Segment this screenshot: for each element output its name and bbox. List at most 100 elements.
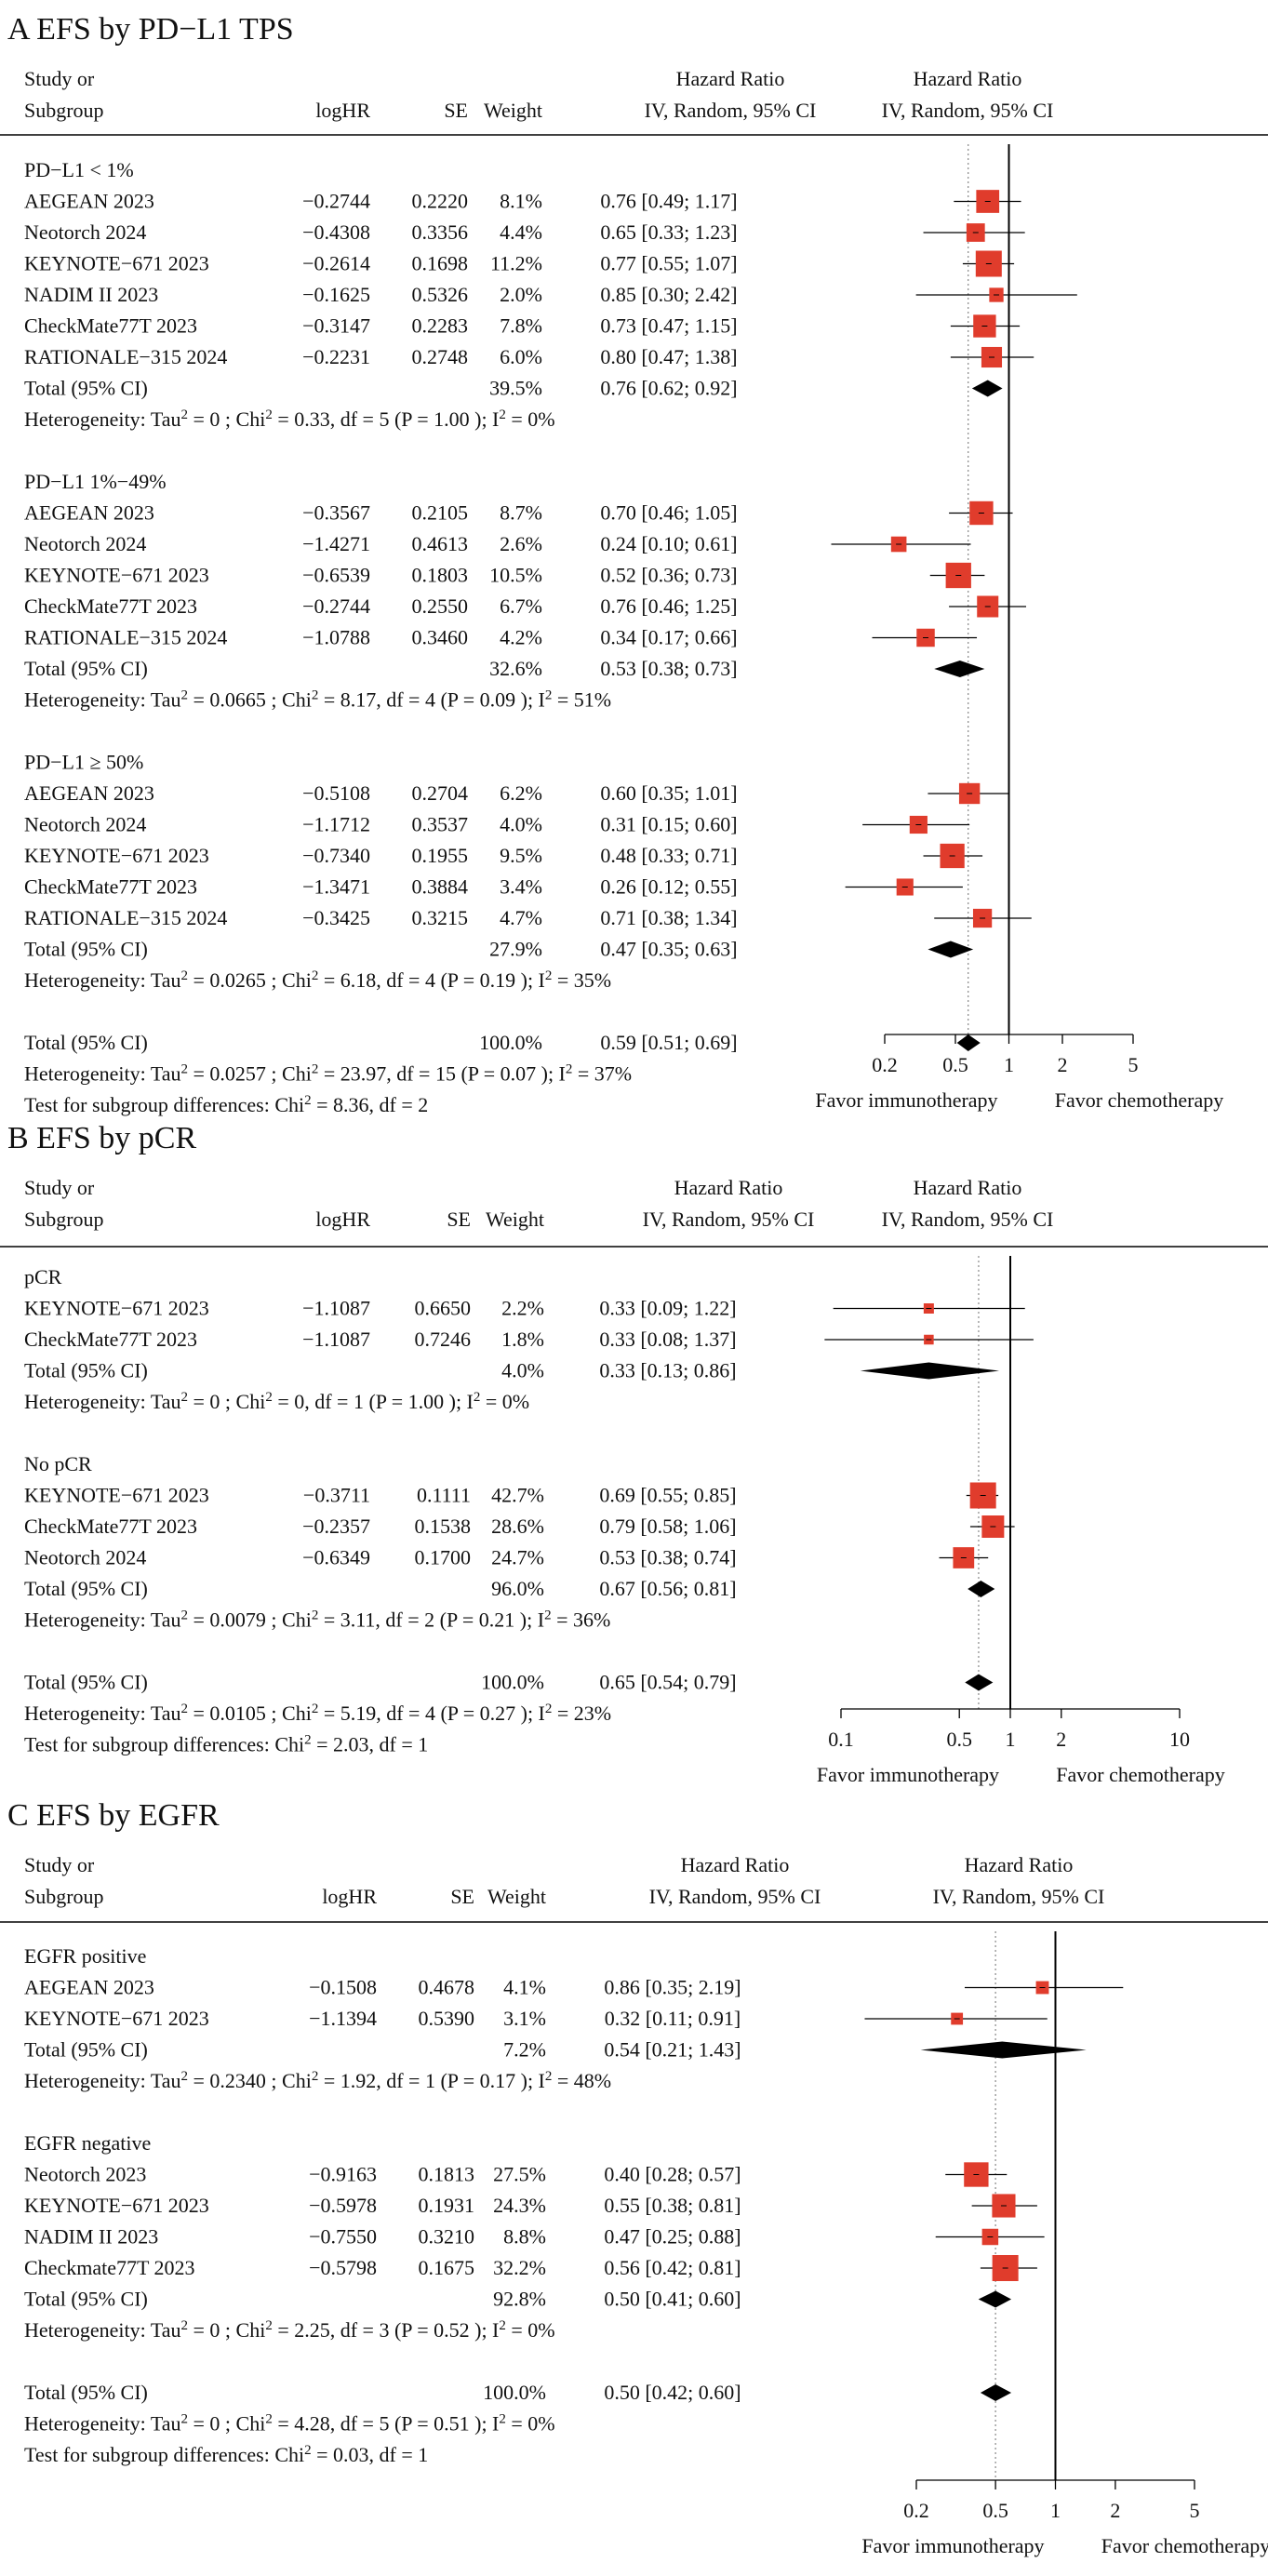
heterogeneity-part: Heterogeneity: Tau <box>24 968 181 992</box>
study-weight: 8.8% <box>503 2225 546 2249</box>
heterogeneity-part: 2 <box>312 968 319 983</box>
study-weight: 3.4% <box>500 875 542 899</box>
header-loghr: logHR <box>315 1208 370 1231</box>
study-label: RATIONALE−315 2024 <box>24 626 227 649</box>
subgroup-test: Test for subgroup differences: Chi2 = 8.… <box>24 1093 428 1116</box>
x-tick-label: 0.5 <box>982 2499 1008 2522</box>
header-plot-method: IV, Random, 95% CI <box>933 1885 1105 1908</box>
subgroup-total-weight: 4.0% <box>501 1359 544 1382</box>
heterogeneity-part: = 1.92, df = 1 <box>318 2069 440 2092</box>
study-loghr: −0.3425 <box>302 906 370 929</box>
header-se: SE <box>444 99 468 122</box>
study-label: NADIM II 2023 <box>24 283 158 306</box>
heterogeneity-part: 2 <box>181 1608 189 1623</box>
overall-total-weight: 100.0% <box>481 1671 544 1694</box>
header-weight: Weight <box>487 1885 546 1908</box>
subgroup-total-ci: 0.50 [0.41; 0.60] <box>604 2288 741 2311</box>
heterogeneity-part: = 48% <box>552 2069 611 2092</box>
study-se: 0.1955 <box>412 844 469 867</box>
heterogeneity-part: = 6.18, df = 4 <box>318 968 440 992</box>
favor-left-label: Favor immunotherapy <box>817 1763 999 1786</box>
subgroup-test-part: Test for subgroup differences: <box>24 2443 274 2466</box>
header-loghr: logHR <box>322 1885 377 1908</box>
subgroup-name: PD−L1 < 1% <box>24 158 134 181</box>
header-hazard-ratio: Hazard Ratio <box>674 1176 783 1199</box>
study-weight: 8.7% <box>500 501 542 525</box>
study-se: 0.6650 <box>415 1297 472 1320</box>
study-ci: 0.40 [0.28; 0.57] <box>604 2163 741 2186</box>
study-weight: 6.2% <box>500 781 542 805</box>
heterogeneity-part: = 2.25, df = 3 <box>273 2318 394 2342</box>
study-loghr: −0.7550 <box>309 2225 377 2249</box>
study-loghr: −0.2614 <box>302 252 370 275</box>
study-se: 0.3884 <box>412 875 469 899</box>
study-loghr: −0.4308 <box>302 220 370 244</box>
header-weight: Weight <box>484 99 542 122</box>
subgroup-test-part: 2 <box>304 2443 312 2458</box>
header-hazard-ratio: Hazard Ratio <box>681 1853 790 1876</box>
pooled-effect-diamond <box>928 941 974 958</box>
heterogeneity-part: (P = 0.19 ); I <box>440 968 544 992</box>
study-ci: 0.76 [0.49; 1.17] <box>600 190 737 213</box>
study-loghr: −1.1712 <box>302 813 370 836</box>
study-ci: 0.53 [0.38; 0.74] <box>599 1546 736 1569</box>
header-hr-method: IV, Random, 95% CI <box>645 99 817 122</box>
subgroup-test-part: = 8.36, df = 2 <box>312 1093 429 1116</box>
heterogeneity-part: Heterogeneity: Tau <box>24 1390 181 1413</box>
subgroup-total-label: Total (95% CI) <box>24 2038 148 2062</box>
study-label: CheckMate77T 2023 <box>24 594 197 618</box>
x-tick-label: 2 <box>1056 1728 1066 1751</box>
x-tick-label: 0.2 <box>872 1053 898 1076</box>
subgroup-total-ci: 0.33 [0.13; 0.86] <box>599 1359 736 1382</box>
heterogeneity-part: 2 <box>545 688 553 703</box>
heterogeneity-part: Chi <box>282 968 312 992</box>
study-se: 0.3215 <box>412 906 469 929</box>
heterogeneity-part: (P = 1.00 ); I <box>394 407 499 431</box>
study-se: 0.2220 <box>412 190 469 213</box>
study-weight: 4.7% <box>500 906 542 929</box>
subgroup-total-label: Total (95% CI) <box>24 1577 148 1600</box>
header-study: Study or <box>24 67 95 90</box>
subgroup-name: EGFR positive <box>24 1944 146 1968</box>
subgroup-name: No pCR <box>24 1452 92 1475</box>
study-weight: 9.5% <box>500 844 542 867</box>
subgroup-test: Test for subgroup differences: Chi2 = 0.… <box>24 2443 428 2466</box>
heterogeneity-part: = 0 ; <box>188 407 236 431</box>
subgroup-test-part: 2 <box>304 1093 312 1108</box>
subgroup-total-weight: 27.9% <box>489 938 542 961</box>
study-weight: 3.1% <box>503 2007 546 2030</box>
subgroup-total-weight: 7.2% <box>503 2038 546 2062</box>
heterogeneity-part: 2 <box>312 1062 319 1077</box>
x-tick-label: 1 <box>1004 1053 1014 1076</box>
study-label: KEYNOTE−671 2023 <box>24 2194 209 2217</box>
heterogeneity-part: = 51% <box>552 688 611 712</box>
study-weight: 27.5% <box>493 2163 546 2186</box>
study-label: Checkmate77T 2023 <box>24 2256 195 2279</box>
study-se: 0.2550 <box>412 594 469 618</box>
study-weight: 24.3% <box>493 2194 546 2217</box>
study-weight: 10.5% <box>489 564 542 587</box>
panel-title: A EFS by PD−L1 TPS <box>7 12 294 47</box>
subgroup-name: pCR <box>24 1265 62 1288</box>
study-se: 0.1931 <box>419 2194 475 2217</box>
study-loghr: −0.9163 <box>309 2163 377 2186</box>
heterogeneity-part: 2 <box>181 688 189 703</box>
study-se: 0.3537 <box>412 813 469 836</box>
header-subgroup: Subgroup <box>24 1885 104 1908</box>
favor-right-label: Favor chemotherapy <box>1055 1088 1223 1112</box>
study-label: KEYNOTE−671 2023 <box>24 252 209 275</box>
study-se: 0.1698 <box>412 252 469 275</box>
heterogeneity-part: = 0.0665 ; <box>188 688 282 712</box>
overall-total-label: Total (95% CI) <box>24 1671 148 1694</box>
study-weight: 6.7% <box>500 594 542 618</box>
study-weight: 4.1% <box>503 1976 546 1999</box>
study-se: 0.1538 <box>415 1515 472 1538</box>
study-ci: 0.52 [0.36; 0.73] <box>600 564 737 587</box>
subgroup-total-weight: 92.8% <box>493 2288 546 2311</box>
study-ci: 0.86 [0.35; 2.19] <box>604 1976 741 1999</box>
study-se: 0.2105 <box>412 501 469 525</box>
study-weight: 7.8% <box>500 314 542 338</box>
subgroup-heterogeneity: Heterogeneity: Tau2 = 0 ; Chi2 = 0, df =… <box>24 1390 529 1413</box>
study-se: 0.2283 <box>412 314 469 338</box>
study-label: CheckMate77T 2023 <box>24 1328 197 1351</box>
